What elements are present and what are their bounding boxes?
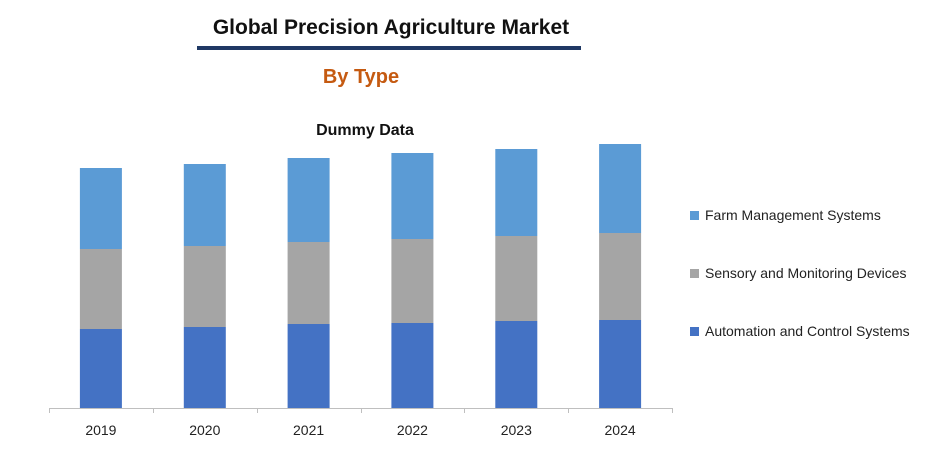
x-tick-label: 2024 bbox=[605, 422, 636, 438]
x-tick-label: 2019 bbox=[85, 422, 116, 438]
bar-2021-series-2 bbox=[287, 158, 330, 242]
x-tick-label: 2021 bbox=[293, 422, 324, 438]
legend-swatch bbox=[690, 326, 699, 336]
page-subtitle: By Type bbox=[322, 66, 400, 88]
bar-2023-series-2 bbox=[495, 149, 538, 236]
chart-title: Dummy Data bbox=[316, 122, 414, 139]
bar-2020-series-0 bbox=[183, 327, 226, 408]
bar-2021-series-1 bbox=[287, 242, 330, 324]
bar-2019-series-0 bbox=[79, 329, 122, 408]
bar-2022-series-0 bbox=[391, 323, 434, 408]
x-tick-label: 2023 bbox=[501, 422, 532, 438]
x-tick-label: 2022 bbox=[397, 422, 428, 438]
legend-label: Automation and Control Systems bbox=[705, 323, 910, 339]
legend-item: Automation and Control Systems bbox=[690, 321, 910, 341]
legend-swatch bbox=[690, 268, 699, 278]
legend-item: Sensory and Monitoring Devices bbox=[690, 263, 907, 283]
page-title: Global Precision Agriculture Market bbox=[212, 16, 570, 39]
bar-2020-series-1 bbox=[183, 246, 226, 327]
x-tick-label: 2020 bbox=[189, 422, 220, 438]
bar-2019-series-2 bbox=[79, 168, 122, 249]
bar-2019-series-1 bbox=[79, 249, 122, 329]
title-underline bbox=[197, 46, 581, 50]
bar-2024-series-0 bbox=[599, 320, 642, 408]
bar-2022-series-1 bbox=[391, 239, 434, 323]
legend-label: Farm Management Systems bbox=[705, 207, 881, 223]
bar-2023-series-0 bbox=[495, 321, 538, 408]
legend-swatch bbox=[690, 210, 699, 220]
bar-2023-series-1 bbox=[495, 236, 538, 321]
legend-label: Sensory and Monitoring Devices bbox=[705, 265, 907, 281]
bar-2024-series-1 bbox=[599, 233, 642, 320]
legend-item: Farm Management Systems bbox=[690, 205, 881, 225]
bar-2020-series-2 bbox=[183, 164, 226, 246]
x-axis: 2019 2020 2021 2022 2023 2024 bbox=[49, 408, 673, 438]
bar-2022-series-2 bbox=[391, 153, 434, 239]
bars-group bbox=[79, 144, 642, 408]
bar-2021-series-0 bbox=[287, 324, 330, 408]
bar-2024-series-2 bbox=[599, 144, 642, 233]
